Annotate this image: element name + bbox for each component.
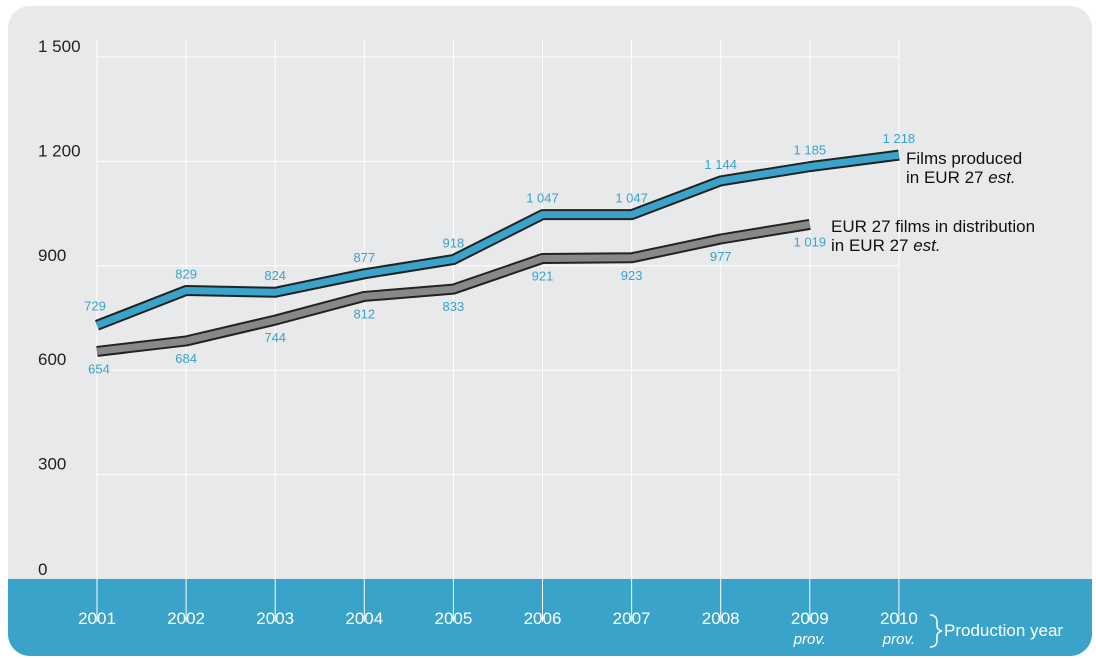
series-label: Films produced <box>906 149 1022 168</box>
data-label: 1 047 <box>615 191 648 206</box>
x-tick-label: 2010 <box>880 609 918 628</box>
x-axis-brace <box>929 614 943 648</box>
y-tick-label: 600 <box>38 350 66 369</box>
data-label: 833 <box>443 299 465 314</box>
data-label: 729 <box>84 298 106 313</box>
data-label: 654 <box>88 361 110 376</box>
data-label: 684 <box>175 351 197 366</box>
x-tick-label: 2007 <box>613 609 651 628</box>
y-tick-label: 1 200 <box>38 141 81 160</box>
data-label: 829 <box>175 267 197 282</box>
x-tick-sublabel: prov. <box>793 631 826 648</box>
x-axis-band <box>8 579 1092 656</box>
x-tick-label: 2005 <box>434 609 472 628</box>
series-label: EUR 27 films in distribution <box>831 217 1035 236</box>
data-label: 977 <box>710 249 732 264</box>
x-tick-label: 2006 <box>524 609 562 628</box>
data-label: 1 144 <box>704 157 737 172</box>
y-tick-label: 300 <box>38 455 66 474</box>
series-label-text: in EUR 27 <box>906 168 988 187</box>
data-label: 812 <box>353 306 375 321</box>
data-label: 918 <box>443 236 465 251</box>
data-label: 923 <box>621 268 643 283</box>
x-tick-label: 2009 <box>791 609 829 628</box>
x-tick-label: 2008 <box>702 609 740 628</box>
x-tick-label: 2003 <box>256 609 294 628</box>
y-tick-label: 900 <box>38 246 66 265</box>
films-distributed-line <box>96 220 811 355</box>
data-label: 877 <box>353 250 375 265</box>
x-tick-label: 2002 <box>167 609 205 628</box>
series-label: in EUR 27 est. <box>906 168 1016 187</box>
data-label: 1 019 <box>794 234 827 249</box>
films-produced-line <box>95 151 900 329</box>
x-tick-sublabel: prov. <box>882 631 915 648</box>
x-axis-title: Production year <box>944 621 1063 640</box>
y-tick-label: 0 <box>38 560 47 579</box>
x-tick-label: 2004 <box>345 609 383 628</box>
series-label-text: in EUR 27 <box>831 236 913 255</box>
data-label: 1 047 <box>526 191 559 206</box>
data-label: 824 <box>264 268 286 283</box>
data-label: 744 <box>264 330 286 345</box>
plot-background <box>8 6 1092 656</box>
y-tick-label: 1 500 <box>38 37 81 56</box>
series-label-est: est. <box>913 236 940 255</box>
data-label: 921 <box>532 268 554 283</box>
data-label: 1 185 <box>794 143 827 158</box>
x-tick-label: 2001 <box>78 609 116 628</box>
series-label-est: est. <box>988 168 1015 187</box>
data-label: 1 218 <box>883 131 916 146</box>
series-label: in EUR 27 est. <box>831 236 941 255</box>
